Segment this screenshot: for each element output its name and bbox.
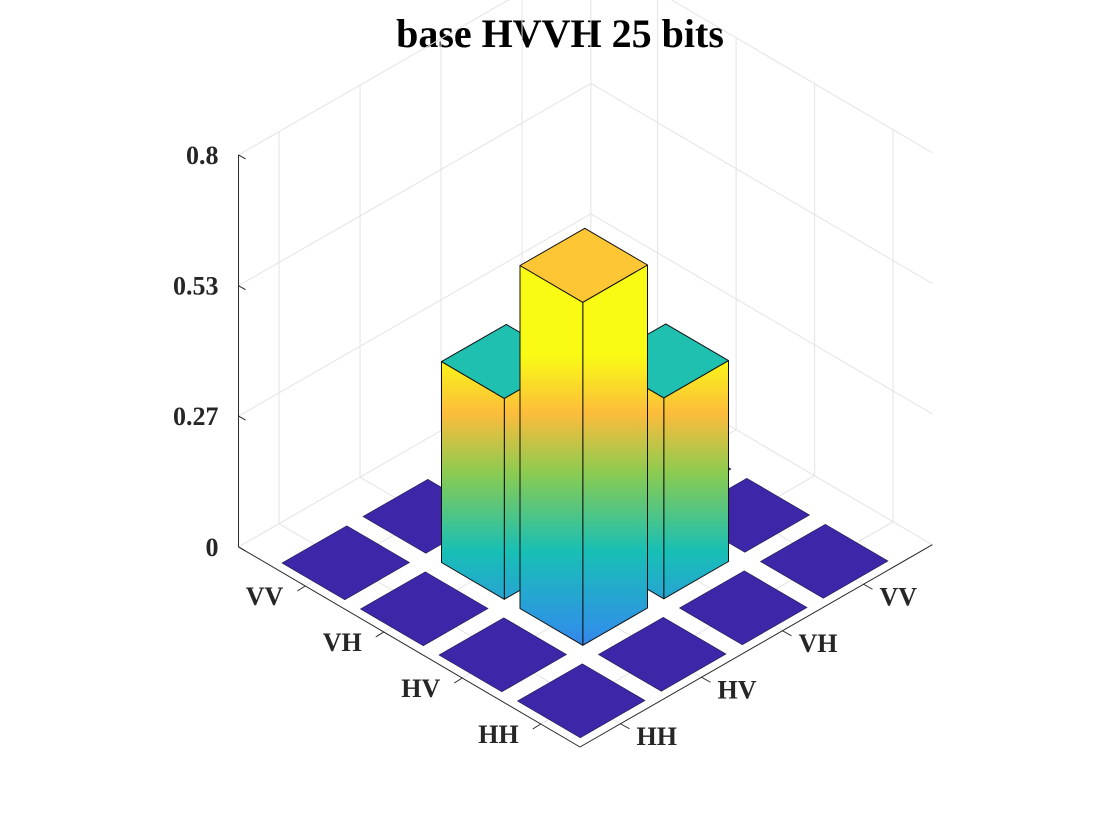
z-tick-label: 0.27 xyxy=(173,402,219,431)
col-tick-label: HH xyxy=(637,722,677,751)
col-tick-label: HV xyxy=(718,675,757,704)
row-tick-2 xyxy=(375,631,385,638)
bar-HH-HH xyxy=(516,663,646,739)
row-tick-label: VV xyxy=(246,582,284,611)
row-tick-label: HV xyxy=(401,674,440,703)
grid-line-z-3 xyxy=(238,0,933,156)
bar-face-left xyxy=(663,360,729,600)
bar-HV-HV xyxy=(519,227,648,646)
bar-floor-tile xyxy=(678,570,808,646)
col-axis-line xyxy=(579,544,933,748)
axis-labels: 0 0.27 0.53 0.8 HH HV VH VV HH HV VH VV xyxy=(173,141,917,751)
bars xyxy=(281,227,889,739)
col-tick-label: VH xyxy=(799,629,838,658)
row-tick-label: VH xyxy=(323,628,362,657)
bar-HH-VV xyxy=(759,523,889,599)
row-tick-label: HH xyxy=(478,720,518,749)
bar-HV-HH xyxy=(438,617,568,693)
bar-HH-VH xyxy=(678,570,808,646)
bar-floor-tile xyxy=(359,571,489,647)
bar-face-right xyxy=(441,361,505,600)
col-tick-label: VV xyxy=(880,582,918,611)
bar-floor-tile xyxy=(516,663,646,739)
z-tick-label: 0.8 xyxy=(186,141,219,170)
z-tick-label: 0.53 xyxy=(173,272,219,301)
row-tick-0 xyxy=(532,723,542,730)
bar-face-right xyxy=(519,265,584,646)
z-tick-3 xyxy=(238,154,246,160)
bar-VH-HH xyxy=(359,571,489,647)
z-tick-label: 0 xyxy=(206,533,219,562)
bar-face-top xyxy=(519,227,648,303)
bar-floor-tile xyxy=(281,525,411,601)
col-tick-2 xyxy=(782,630,792,637)
col-tick-1 xyxy=(701,676,711,683)
z-tick-0 xyxy=(238,546,246,552)
z-tick-2 xyxy=(238,285,246,291)
bar-HH-HV xyxy=(597,616,727,692)
row-tick-1 xyxy=(453,677,463,684)
bar-floor-tile xyxy=(438,617,568,693)
bar-floor-tile xyxy=(597,616,727,692)
row-axis-line xyxy=(238,546,581,748)
bar-VV-HH xyxy=(281,525,411,601)
row-tick-3 xyxy=(296,585,306,592)
bar-face-left xyxy=(582,264,648,646)
col-tick-0 xyxy=(620,723,630,730)
col-tick-3 xyxy=(863,583,873,590)
z-tick-1 xyxy=(238,415,246,421)
bar-floor-tile xyxy=(759,523,889,599)
